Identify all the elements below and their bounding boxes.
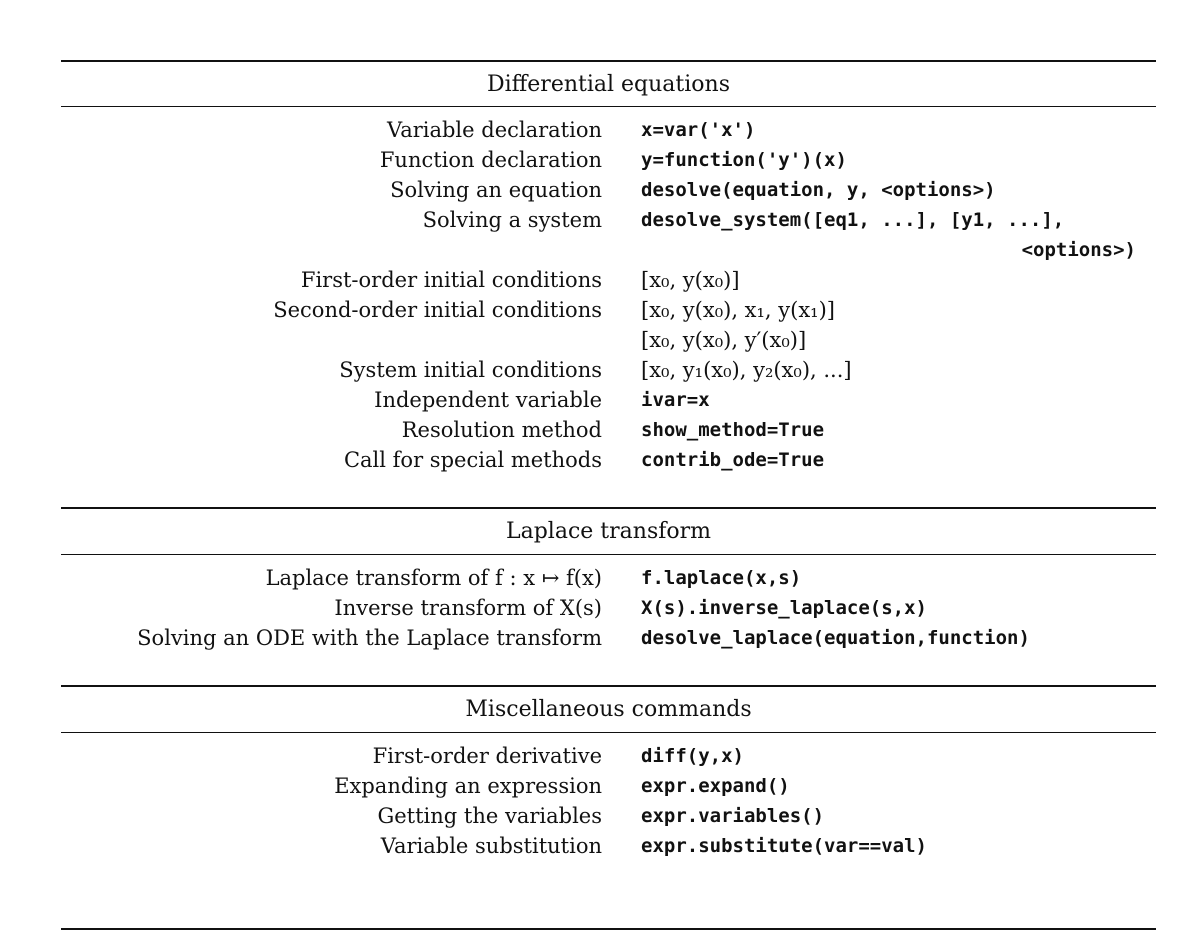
table-row: Inverse transform of X(s) X(s).inverse_l… [0, 593, 1204, 623]
section-title-rule [61, 106, 1156, 107]
section-title: Laplace transform [506, 519, 711, 544]
row-label: Solving an equation [390, 178, 602, 202]
row-command: x=var('x') [641, 119, 756, 141]
table-row: Independent variable ivar=x [0, 385, 1204, 415]
row-command-continuation: <options>) [1021, 239, 1136, 261]
table-row: System initial conditions [x₀, y₁(x₀), y… [0, 355, 1204, 385]
section-top-rule [61, 60, 1156, 62]
row-command: f.laplace(x,s) [641, 567, 802, 589]
section-title: Differential equations [486, 72, 731, 97]
row-command: desolve_laplace(equation,function) [641, 627, 1030, 649]
row-command: expr.substitute(var==val) [641, 835, 927, 857]
row-command: desolve_system([eq1, ...], [y1, ...], [641, 209, 1065, 231]
row-label: System initial conditions [339, 358, 602, 382]
table-row: Function declaration y=function('y')(x) [0, 145, 1204, 175]
table-row-continuation: [x₀, y(x₀), y′(x₀)] [0, 325, 1204, 355]
row-label: First-order initial conditions [300, 268, 602, 292]
row-command: expr.variables() [641, 805, 825, 827]
row-math: [x₀, y(x₀)] [641, 268, 740, 292]
table-row: First-order initial conditions [x₀, y(x₀… [0, 265, 1204, 295]
table-row: Resolution method show_method=True [0, 415, 1204, 445]
row-label: Function declaration [379, 148, 602, 172]
row-label: Laplace transform of f : x ↦ f(x) [265, 566, 602, 590]
row-command: show_method=True [641, 419, 825, 441]
row-label: Solving a system [422, 208, 602, 232]
row-label: Solving an ODE with the Laplace transfor… [137, 626, 602, 650]
table-row: Laplace transform of f : x ↦ f(x) f.lapl… [0, 563, 1204, 593]
row-label: First-order derivative [372, 744, 602, 768]
section-title-rule [61, 732, 1156, 733]
row-label: Variable declaration [386, 118, 602, 142]
section-top-rule [61, 685, 1156, 687]
row-label: Variable substitution [380, 834, 602, 858]
table-row: Solving a system desolve_system([eq1, ..… [0, 205, 1204, 235]
section-title: Miscellaneous commands [465, 697, 752, 722]
row-command: diff(y,x) [641, 745, 744, 767]
row-command: desolve(equation, y, <options>) [641, 179, 996, 201]
row-math-continuation: [x₀, y(x₀), y′(x₀)] [641, 328, 807, 352]
row-label: Independent variable [374, 388, 602, 412]
table-row-continuation: <options>) [0, 235, 1204, 265]
table-row: Getting the variables expr.variables() [0, 801, 1204, 831]
section-title-rule [61, 554, 1156, 555]
row-label: Call for special methods [343, 448, 602, 472]
row-math: [x₀, y₁(x₀), y₂(x₀), ...] [641, 358, 852, 382]
row-label: Inverse transform of X(s) [334, 596, 602, 620]
row-command: expr.expand() [641, 775, 790, 797]
row-command: X(s).inverse_laplace(s,x) [641, 597, 927, 619]
table-row: Solving an ODE with the Laplace transfor… [0, 623, 1204, 653]
row-command: ivar=x [641, 389, 710, 411]
row-math: [x₀, y(x₀), x₁, y(x₁)] [641, 298, 835, 322]
row-label: Resolution method [401, 418, 602, 442]
table-row: Expanding an expression expr.expand() [0, 771, 1204, 801]
table-bottom-rule [61, 928, 1156, 930]
table-row: Variable substitution expr.substitute(va… [0, 831, 1204, 861]
table-row: Solving an equation desolve(equation, y,… [0, 175, 1204, 205]
row-label: Expanding an expression [334, 774, 602, 798]
row-label: Getting the variables [377, 804, 602, 828]
row-command: y=function('y')(x) [641, 149, 847, 171]
table-row: Variable declaration x=var('x') [0, 115, 1204, 145]
table-row: Second-order initial conditions [x₀, y(x… [0, 295, 1204, 325]
table-row: Call for special methods contrib_ode=Tru… [0, 445, 1204, 475]
row-label: Second-order initial conditions [273, 298, 602, 322]
row-command: contrib_ode=True [641, 449, 825, 471]
section-top-rule [61, 507, 1156, 509]
table-row: First-order derivative diff(y,x) [0, 741, 1204, 771]
